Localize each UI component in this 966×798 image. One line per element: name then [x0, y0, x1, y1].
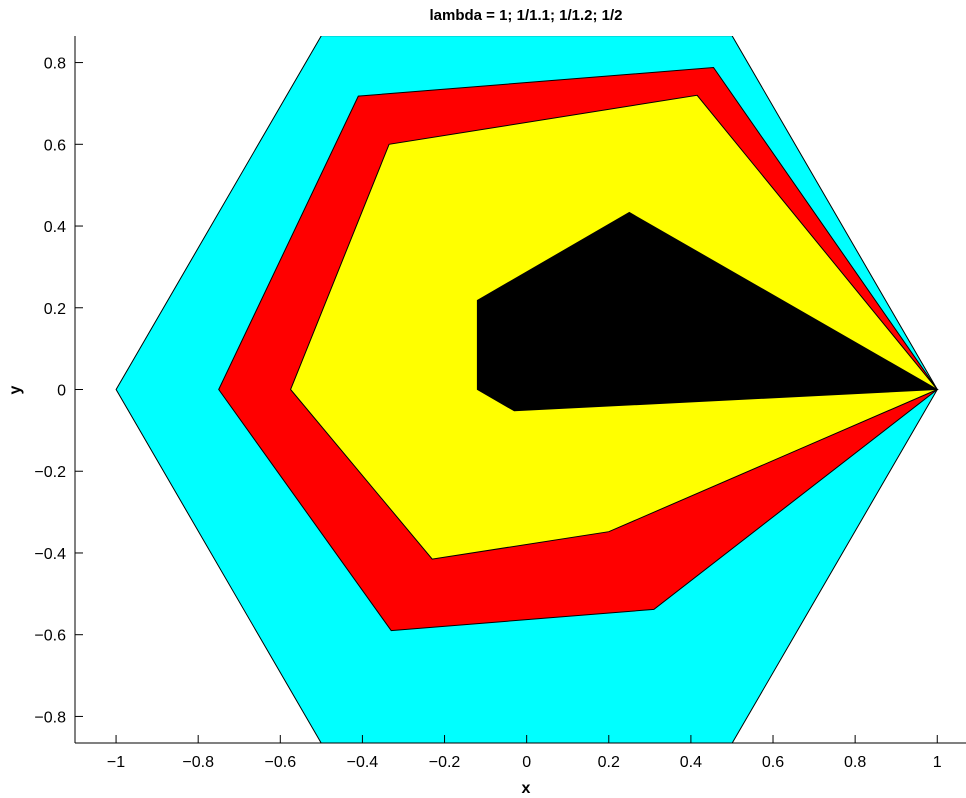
region-lambda-1-2 — [476, 211, 940, 412]
x-tick-label: 0.2 — [598, 754, 620, 771]
y-tick-label: 0 — [57, 383, 66, 400]
y-tick-label: −0.2 — [34, 464, 66, 481]
y-tick-label: −0.8 — [34, 709, 66, 726]
x-tick-label: 0.6 — [762, 754, 784, 771]
y-tick-label: 0.2 — [44, 301, 66, 318]
y-tick-label: −0.4 — [34, 546, 66, 563]
x-axis-label: x — [522, 780, 531, 797]
y-tick-label: 0.4 — [44, 219, 66, 236]
x-tick-label: −0.2 — [429, 754, 461, 771]
x-tick-label: −0.4 — [347, 754, 379, 771]
x-tick-label: −0.6 — [265, 754, 297, 771]
x-tick-label: −1 — [107, 754, 125, 771]
plot-regions — [115, 36, 940, 743]
y-tick-label: −0.6 — [34, 628, 66, 645]
y-tick-label: 0.8 — [44, 56, 66, 73]
y-tick-label: 0.6 — [44, 137, 66, 154]
x-tick-label: 0.8 — [844, 754, 866, 771]
axes: −1 −0.8 −0.6 −0.4 −0.2 0 0.2 0.4 0.6 0.8 1 0.8 0.6 0.… — [34, 36, 966, 771]
x-tick-label: 1 — [933, 754, 942, 771]
chart-title: lambda = 1; 1/1.1; 1/1.2; 1/2 — [429, 7, 622, 24]
x-tick-label: 0.4 — [680, 754, 702, 771]
y-axis-label: y — [7, 385, 24, 394]
x-tick-label: −0.8 — [182, 754, 214, 771]
x-tick-label: 0 — [522, 754, 531, 771]
